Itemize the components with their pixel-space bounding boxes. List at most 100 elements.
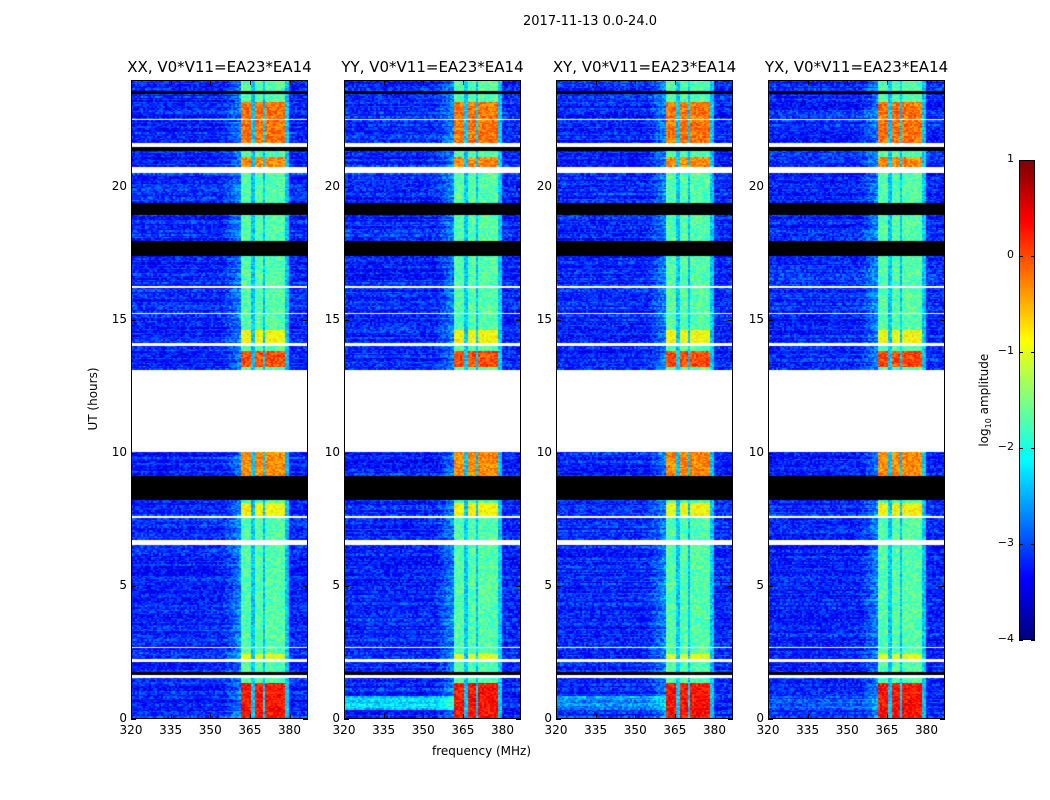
y-tick-mark <box>516 319 521 321</box>
y-tick-label: 5 <box>332 577 340 592</box>
y-tick-mark <box>940 719 945 720</box>
y-tick-label: 20 <box>324 178 340 193</box>
colorbar-tick-mark <box>1031 448 1035 449</box>
x-tick-label: 365 <box>875 723 899 737</box>
x-tick-mark <box>807 714 809 719</box>
x-tick-mark <box>289 80 291 85</box>
heatmap-panel <box>556 80 733 719</box>
x-tick-label: 380 <box>915 723 938 737</box>
y-tick-mark <box>516 186 521 188</box>
heatmap-panel <box>768 80 945 719</box>
x-tick-mark <box>383 80 385 85</box>
x-tick-mark <box>131 714 132 719</box>
y-tick-mark <box>728 585 733 587</box>
y-tick-mark <box>940 319 945 321</box>
panel-title: YX, V0*V11=EA23*EA14 <box>764 58 949 76</box>
colorbar-label-log: log <box>976 428 991 447</box>
heatmap-image <box>769 81 944 718</box>
y-tick-mark <box>131 585 136 587</box>
colorbar-tick-label: 0 <box>1007 248 1014 261</box>
figure-title: 2017-11-13 0.0-24.0 <box>523 14 657 29</box>
colorbar-tick-mark <box>1031 160 1035 161</box>
y-tick-mark <box>516 719 521 720</box>
x-tick-mark <box>170 80 172 85</box>
colorbar-tick-mark <box>1031 256 1035 257</box>
y-tick-label: 5 <box>119 577 127 592</box>
y-tick-mark <box>344 452 349 454</box>
y-tick-label: 20 <box>748 178 764 193</box>
y-tick-label: 0 <box>119 711 127 725</box>
y-tick-label: 20 <box>111 178 127 193</box>
y-tick-mark <box>728 719 733 720</box>
panel-title: XX, V0*V11=EA23*EA14 <box>127 58 312 76</box>
x-tick-mark <box>131 80 132 85</box>
y-tick-mark <box>303 319 308 321</box>
x-tick-mark <box>502 80 504 85</box>
x-tick-mark <box>556 714 557 719</box>
colorbar <box>1019 160 1035 640</box>
x-tick-label: 320 <box>332 723 356 737</box>
x-tick-mark <box>462 714 464 719</box>
colorbar-tick-mark <box>1019 256 1023 257</box>
x-tick-mark <box>886 714 888 719</box>
x-axis-label: frequency (MHz) <box>432 744 532 758</box>
panel-title: XY, V0*V11=EA23*EA14 <box>552 58 737 76</box>
y-tick-mark <box>556 319 561 321</box>
x-tick-label: 350 <box>835 723 859 737</box>
y-tick-mark <box>768 452 773 454</box>
y-tick-mark <box>344 186 349 188</box>
y-tick-mark <box>516 452 521 454</box>
y-tick-mark <box>728 186 733 188</box>
colorbar-tick-mark <box>1019 544 1023 545</box>
colorbar-label-sub: 10 <box>984 418 994 429</box>
x-tick-label: 365 <box>451 723 475 737</box>
y-tick-mark <box>768 585 773 587</box>
y-tick-mark <box>556 186 561 188</box>
x-tick-label: 350 <box>198 723 222 737</box>
x-tick-label: 335 <box>372 723 396 737</box>
y-tick-mark <box>768 319 773 321</box>
x-tick-mark <box>674 80 676 85</box>
y-tick-mark <box>728 319 733 321</box>
colorbar-tick-label: −2 <box>997 440 1014 453</box>
y-tick-mark <box>303 585 308 587</box>
heatmap-panel <box>131 80 308 719</box>
x-tick-label: 335 <box>796 723 820 737</box>
panel-title: YY, V0*V11=EA23*EA14 <box>341 58 524 76</box>
x-tick-mark <box>926 714 928 719</box>
x-tick-label: 350 <box>623 723 647 737</box>
x-tick-mark <box>462 80 464 85</box>
y-tick-mark <box>516 585 521 587</box>
x-tick-mark <box>807 80 809 85</box>
y-tick-mark <box>344 585 349 587</box>
y-tick-label: 0 <box>756 711 764 725</box>
heatmap-image <box>132 81 307 718</box>
y-tick-mark <box>556 719 561 720</box>
colorbar-tick-label: 1 <box>1007 152 1014 165</box>
y-tick-label: 10 <box>324 444 340 459</box>
x-tick-mark <box>926 80 928 85</box>
x-tick-label: 350 <box>411 723 435 737</box>
x-tick-mark <box>635 80 637 85</box>
x-tick-mark <box>635 714 637 719</box>
y-tick-mark <box>940 186 945 188</box>
x-tick-mark <box>423 80 425 85</box>
x-tick-label: 335 <box>159 723 183 737</box>
y-tick-mark <box>303 452 308 454</box>
x-tick-mark <box>714 80 716 85</box>
x-tick-mark <box>383 714 385 719</box>
x-tick-mark <box>768 80 769 85</box>
y-tick-mark <box>768 186 773 188</box>
x-tick-mark <box>674 714 676 719</box>
y-tick-label: 10 <box>536 444 552 459</box>
x-tick-mark <box>847 714 849 719</box>
y-tick-mark <box>131 186 136 188</box>
x-tick-mark <box>847 80 849 85</box>
x-tick-mark <box>289 714 291 719</box>
y-tick-label: 15 <box>536 311 552 326</box>
y-tick-label: 15 <box>324 311 340 326</box>
colorbar-tick-label: −3 <box>997 536 1014 549</box>
y-tick-label: 5 <box>756 577 764 592</box>
y-tick-label: 15 <box>111 311 127 326</box>
y-tick-mark <box>303 719 308 720</box>
